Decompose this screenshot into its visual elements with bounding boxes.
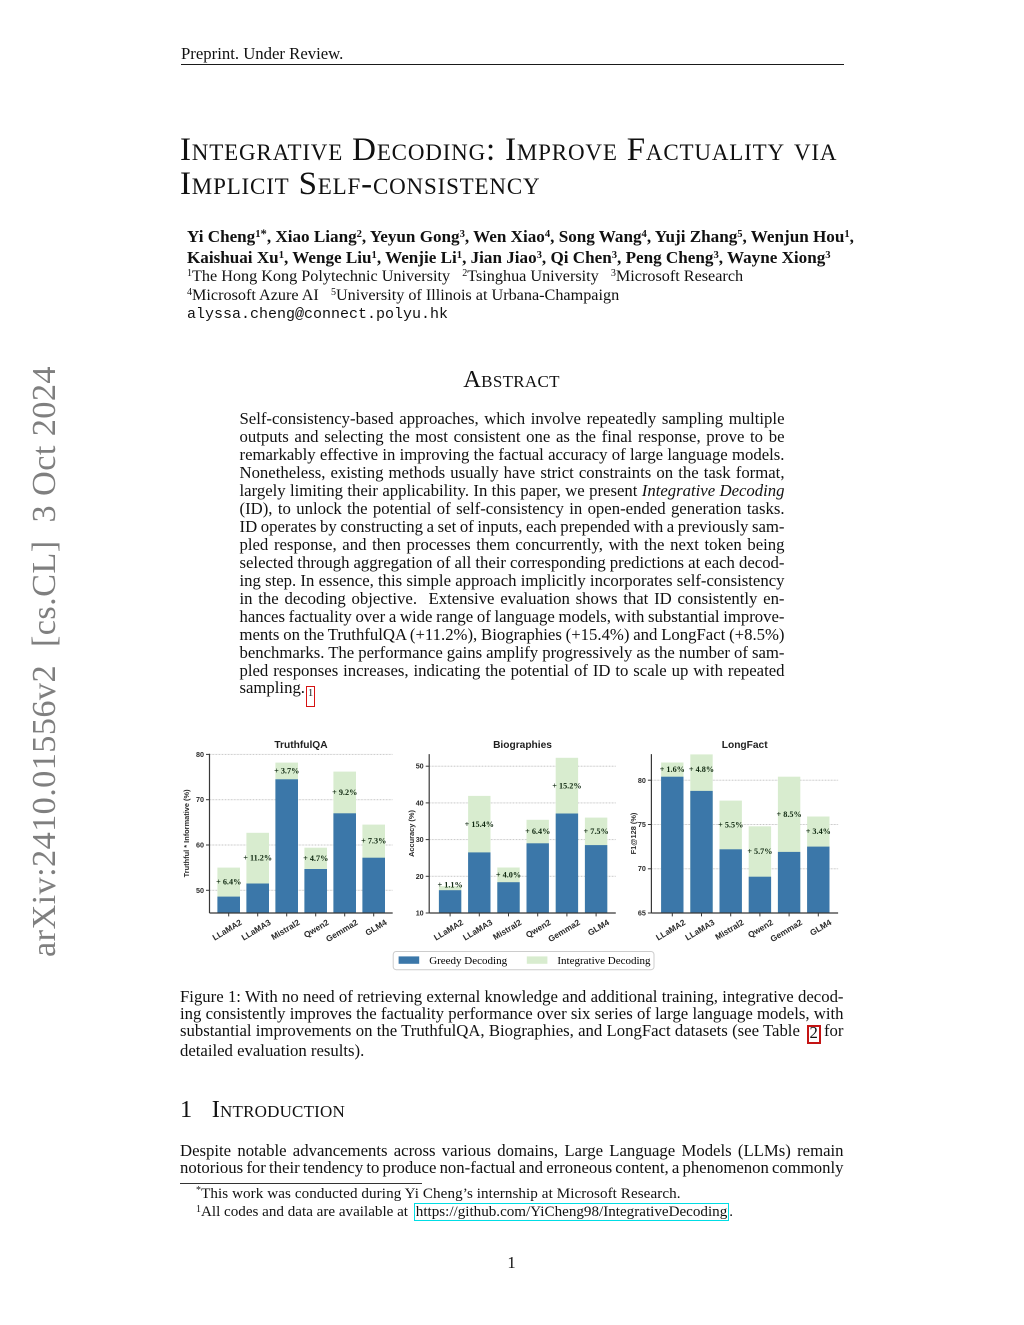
svg-text:Truthful * Informative (%): Truthful * Informative (%): [182, 789, 191, 877]
svg-text:+ 6.4%: + 6.4%: [525, 827, 550, 836]
svg-text:30: 30: [416, 835, 424, 844]
svg-text:TruthfulQA: TruthfulQA: [274, 740, 328, 751]
svg-text:+ 3.7%: + 3.7%: [274, 767, 299, 776]
svg-text:+ 15.4%: + 15.4%: [465, 820, 494, 829]
svg-text:Accuracy (%): Accuracy (%): [407, 810, 416, 857]
svg-text:+ 4.7%: + 4.7%: [303, 854, 328, 863]
svg-text:+ 8.5%: + 8.5%: [777, 810, 802, 819]
svg-text:+ 6.4%: + 6.4%: [216, 878, 241, 887]
svg-text:Integrative Decoding: Integrative Decoding: [557, 955, 651, 967]
svg-text:80: 80: [196, 750, 204, 759]
svg-text:Biographies: Biographies: [493, 740, 552, 751]
svg-text:LongFact: LongFact: [722, 740, 768, 751]
svg-text:10: 10: [416, 909, 424, 918]
svg-text:+ 5.5%: + 5.5%: [718, 821, 743, 830]
svg-text:75: 75: [638, 820, 646, 829]
svg-text:+ 11.2%: + 11.2%: [243, 854, 272, 863]
svg-text:+ 4.8%: + 4.8%: [689, 765, 714, 774]
svg-text:+ 1.6%: + 1.6%: [660, 765, 685, 774]
svg-text:70: 70: [196, 795, 204, 804]
svg-text:70: 70: [638, 864, 646, 873]
svg-text:+ 5.7%: + 5.7%: [747, 847, 772, 856]
svg-text:50: 50: [416, 762, 424, 771]
svg-text:80: 80: [638, 776, 646, 785]
svg-text:+ 7.5%: + 7.5%: [584, 827, 609, 836]
svg-text:20: 20: [416, 872, 424, 881]
svg-text:+ 9.2%: + 9.2%: [332, 788, 357, 797]
svg-text:F1@128 (%): F1@128 (%): [629, 812, 638, 854]
svg-text:+ 3.4%: + 3.4%: [806, 827, 831, 836]
svg-text:40: 40: [416, 798, 424, 807]
svg-text:65: 65: [638, 909, 646, 918]
svg-text:Greedy Decoding: Greedy Decoding: [429, 955, 507, 967]
svg-text:+ 1.1%: + 1.1%: [438, 881, 463, 890]
svg-text:+ 4.0%: + 4.0%: [496, 870, 521, 879]
svg-text:+ 15.2%: + 15.2%: [552, 781, 581, 790]
svg-text:+ 7.3%: + 7.3%: [361, 837, 386, 846]
svg-text:50: 50: [196, 886, 204, 895]
svg-text:60: 60: [196, 841, 204, 850]
